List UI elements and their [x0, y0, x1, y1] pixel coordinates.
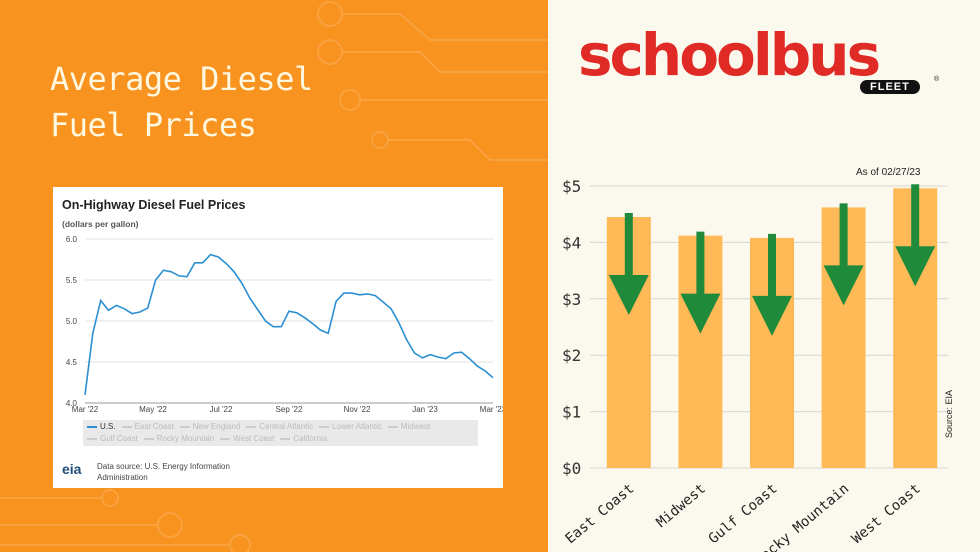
legend-swatch-icon	[87, 437, 97, 440]
eia-x-tick: Mar '23	[480, 405, 503, 414]
headline-line-1: Average Diesel	[50, 60, 313, 98]
eia-x-tick: Jul '22	[210, 405, 233, 414]
as-of-date: As of 02/27/23	[856, 167, 921, 178]
bar-y-tick: $4	[562, 233, 581, 252]
down-arrow-icon	[608, 213, 649, 316]
logo-registered-mark: ®	[934, 76, 940, 83]
eia-y-tick: 4.0	[66, 399, 78, 408]
down-arrow-icon	[680, 231, 721, 334]
legend-swatch-icon	[387, 425, 398, 428]
bar-y-tick: $2	[562, 346, 581, 365]
eia-legend-item[interactable]: California	[280, 434, 327, 443]
eia-x-tick: Nov '22	[344, 405, 371, 414]
down-arrow-icon	[895, 184, 936, 287]
logo-fleet-badge: FLEET	[860, 80, 920, 94]
schoolbus-fleet-logo: schoolbus FLEET ®	[578, 20, 943, 100]
eia-x-tick: Mar '22	[72, 405, 99, 414]
legend-swatch-icon	[143, 437, 154, 440]
circuit-decoration	[0, 1, 548, 552]
eia-legend-item[interactable]: New England	[179, 422, 240, 431]
bar-y-tick: $3	[562, 290, 581, 309]
bar-category-label: Midwest	[653, 481, 708, 531]
eia-legend-item[interactable]: Rocky Mountain	[143, 434, 214, 443]
eia-line-chart: 4.0 4.5 5.0 5.5 6.0 Mar '22 May '22 Jul '22 Sep …	[66, 235, 503, 414]
eia-legend-item[interactable]: West Coast	[220, 434, 274, 443]
eia-logo: eia	[62, 461, 82, 477]
legend-swatch-icon	[246, 425, 257, 428]
bar-category-label: East Coast	[563, 481, 638, 547]
eia-legend[interactable]: U.S. East Coast New England Central Atlanti…	[83, 420, 478, 446]
legend-swatch-icon	[121, 425, 132, 428]
bar-y-tick: $0	[562, 459, 581, 478]
bar-category-label: Gulf Coast	[706, 481, 781, 547]
right-panel: schoolbus FLEET ® As of 02/27/23 $0 $1 $2 $…	[548, 0, 980, 552]
eia-chart-card: 4.0 4.5 5.0 5.5 6.0 Mar '22 May '22 Jul '22 Sep …	[53, 187, 503, 488]
legend-swatch-icon	[280, 437, 291, 440]
left-panel: Average Diesel Fuel Prices 4.0 4.5 5.0 5.5 6…	[0, 0, 548, 552]
eia-legend-item[interactable]: U.S.	[87, 422, 116, 431]
legend-swatch-icon	[220, 437, 231, 440]
down-arrow-icon	[752, 233, 792, 336]
down-arrow-icon	[823, 203, 864, 306]
eia-x-tick: Sep '22	[276, 405, 303, 414]
bar-y-tick: $1	[562, 403, 581, 422]
source-note: Source: EIA	[944, 389, 954, 438]
logo-wordmark: schoolbus	[578, 21, 881, 89]
eia-y-tick: 5.5	[66, 276, 78, 285]
eia-y-tick: 5.0	[66, 317, 78, 326]
eia-legend-item[interactable]: Midwest	[387, 422, 430, 431]
eia-legend-item[interactable]: East Coast	[121, 422, 174, 431]
eia-legend-item[interactable]: Central Atlantic	[246, 422, 313, 431]
legend-swatch-icon	[87, 425, 97, 428]
headline-line-2: Fuel Prices	[50, 106, 257, 144]
eia-chart-unit: (dollars per gallon)	[62, 219, 139, 229]
headline: Average Diesel Fuel Prices	[50, 56, 313, 148]
eia-series-us	[84, 253, 494, 395]
bar-category-label: West Coast	[849, 481, 924, 547]
eia-y-tick: 4.5	[66, 358, 78, 367]
eia-chart-title: On-Highway Diesel Fuel Prices	[62, 198, 246, 212]
legend-swatch-icon	[319, 425, 330, 428]
eia-x-tick: May '22	[139, 405, 167, 414]
eia-x-tick: Jan '23	[412, 405, 438, 414]
eia-source: Data source: U.S. Energy Information Adm…	[97, 462, 230, 482]
legend-swatch-icon	[179, 425, 190, 428]
eia-y-tick: 6.0	[66, 235, 78, 244]
eia-legend-item[interactable]: Gulf Coast	[87, 434, 138, 443]
bar-y-tick: $5	[562, 177, 581, 196]
eia-legend-item[interactable]: Lower Atlantic	[319, 422, 382, 431]
